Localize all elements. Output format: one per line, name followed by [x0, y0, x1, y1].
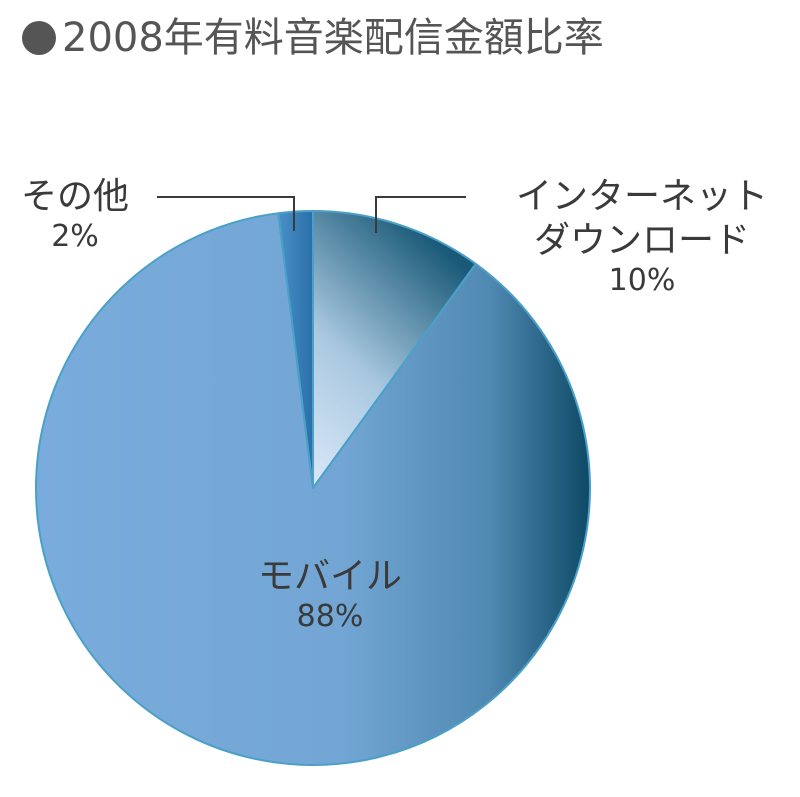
label-internet-download: インターネット ダウンロード 10% [492, 175, 792, 299]
chart-title-text: 2008年有料音楽配信金額比率 [62, 15, 604, 61]
slice-percent: 10% [608, 263, 676, 298]
label-mobile: モバイル 88% [190, 555, 470, 635]
slice-internet-download [312, 210, 477, 489]
pie-slices [35, 209, 591, 766]
slice-name: インターネット [515, 176, 768, 217]
slice-other [277, 209, 314, 489]
slice-name: その他 [20, 176, 129, 217]
slice-name: モバイル [257, 556, 402, 597]
slice-percent: 88% [296, 599, 364, 634]
title-bullet-icon [22, 21, 56, 55]
leader-line-internet-download [375, 196, 466, 233]
leader-lines [157, 196, 466, 233]
leader-line-other [157, 196, 295, 231]
label-other: その他 2% [0, 175, 150, 255]
chart-title: 2008年有料音楽配信金額比率 [22, 14, 604, 62]
slice-mobile [35, 212, 591, 766]
slice-name: ダウンロード [533, 220, 750, 261]
slice-percent: 2% [51, 219, 99, 254]
